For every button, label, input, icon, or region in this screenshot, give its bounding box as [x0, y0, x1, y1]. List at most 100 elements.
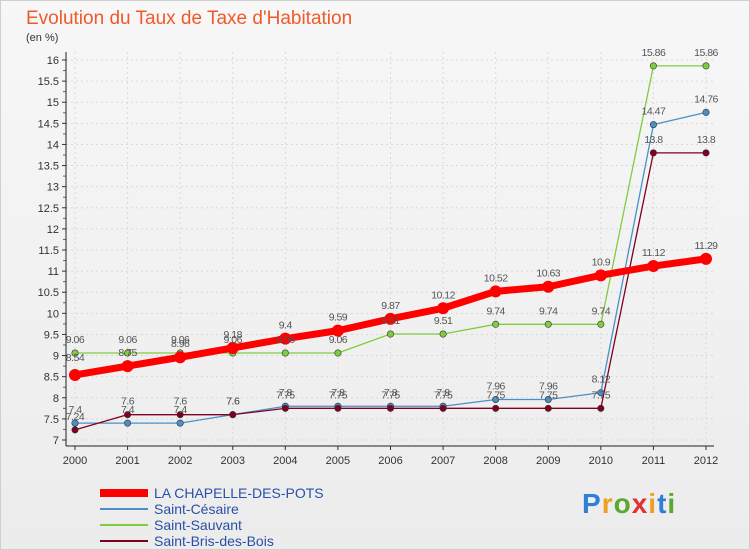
x-tick-label: 2011: [642, 455, 666, 467]
data-point: [69, 368, 81, 381]
data-label: 7.8: [331, 387, 345, 399]
x-tick-label: 2007: [431, 455, 455, 467]
data-label: 7.75: [486, 389, 505, 401]
data-label: 7.6: [174, 396, 188, 408]
data-point: [647, 260, 660, 273]
data-point: [492, 395, 500, 403]
y-tick-label: 11.5: [38, 245, 59, 257]
data-point: [334, 404, 342, 412]
y-tick-label: 15: [47, 97, 59, 109]
data-label: 9.74: [539, 305, 558, 317]
data-label: 9.87: [381, 300, 400, 312]
data-label: 7.75: [539, 389, 558, 401]
data-label: 7.4: [174, 404, 188, 416]
x-tick-label: 2012: [694, 455, 718, 467]
logo-letter: i: [648, 488, 658, 519]
x-tick-label: 2004: [273, 455, 297, 467]
chart-title: Evolution du Taux de Taxe d'Habitation: [26, 8, 352, 29]
data-point: [489, 285, 502, 298]
data-label: 7.8: [384, 387, 398, 399]
y-tick-label: 8.5: [44, 372, 59, 384]
proxiti-logo: Proxiti: [582, 488, 676, 520]
data-label: 7.24: [66, 411, 85, 423]
data-label: 14.76: [694, 93, 718, 105]
y-tick-label: 7: [53, 435, 59, 447]
x-tick-label: 2010: [589, 455, 613, 467]
data-point: [649, 121, 657, 129]
data-point: [492, 320, 500, 328]
data-label: 13.8: [644, 134, 663, 146]
data-label: 9.06: [171, 334, 190, 346]
data-point: [226, 341, 239, 354]
data-label: 8.54: [66, 352, 85, 364]
y-tick-label: 12.5: [38, 203, 59, 215]
y-tick-label: 7.5: [44, 414, 59, 426]
logo-letter: t: [657, 488, 668, 519]
y-tick-label: 11: [48, 266, 59, 278]
x-tick-label: 2006: [378, 455, 402, 467]
data-label: 9.06: [66, 334, 85, 346]
data-point: [281, 349, 289, 357]
x-tick-label: 2001: [115, 455, 139, 467]
data-point: [542, 280, 555, 293]
y-tick-label: 13.5: [38, 161, 59, 173]
data-point: [279, 332, 292, 345]
x-tick-label: 2009: [536, 455, 560, 467]
legend: LA CHAPELLE-DES-POTSSaint-CésaireSaint-S…: [100, 485, 324, 549]
data-label: 13.8: [697, 134, 716, 146]
data-point: [176, 419, 184, 427]
data-label: 7.96: [539, 380, 558, 392]
data-label: 8.75: [118, 347, 137, 359]
logo-letter: i: [667, 488, 677, 519]
data-point: [71, 426, 79, 434]
logo-letter: r: [601, 488, 614, 519]
data-label: 7.6: [226, 396, 240, 408]
data-label: 11.12: [642, 247, 666, 259]
data-point: [124, 419, 132, 427]
data-label: 7.8: [437, 387, 451, 399]
data-label: 7.6: [226, 396, 240, 408]
data-label: 9.74: [592, 305, 611, 317]
y-tick-label: 16: [47, 55, 59, 67]
data-point: [702, 62, 710, 70]
data-label: 9.06: [118, 334, 137, 346]
data-label: 7.75: [276, 389, 295, 401]
data-point: [437, 302, 450, 315]
logo-letter: P: [582, 488, 602, 519]
y-tick-label: 12: [47, 224, 59, 236]
data-label: 7.8: [279, 387, 293, 399]
y-axis-label: (en %): [26, 32, 58, 44]
legend-label-2: Saint-Sauvant: [154, 517, 242, 533]
data-point: [334, 349, 342, 357]
data-point: [281, 404, 289, 412]
data-label: 9.4: [279, 320, 293, 332]
data-label: 7.4: [68, 404, 82, 416]
data-label: 9.51: [434, 315, 453, 327]
data-point: [544, 320, 552, 328]
data-point: [702, 149, 710, 157]
x-tick-label: 2000: [63, 455, 87, 467]
logo-letter: o: [613, 488, 632, 519]
y-tick-label: 14.5: [38, 118, 59, 130]
data-point: [386, 330, 394, 338]
data-point: [594, 269, 607, 282]
data-point: [597, 320, 605, 328]
data-label: 9.59: [329, 312, 348, 324]
data-label: 10.52: [484, 272, 508, 284]
y-tick-label: 8: [53, 393, 59, 405]
data-label: 9.51: [381, 315, 400, 327]
data-point: [439, 330, 447, 338]
legend-label-3: Saint-Bris-des-Bois: [154, 533, 274, 549]
data-label: 8.96: [171, 338, 190, 350]
x-tick-label: 2005: [326, 455, 350, 467]
x-tick-label: 2008: [483, 455, 507, 467]
data-label: 10.9: [592, 256, 611, 268]
data-point: [649, 62, 657, 70]
y-tick-label: 9.5: [44, 329, 59, 341]
logo-letter: x: [631, 488, 649, 519]
x-tick-label: 2002: [168, 455, 192, 467]
data-label: 10.12: [431, 289, 455, 301]
data-point: [71, 349, 79, 357]
